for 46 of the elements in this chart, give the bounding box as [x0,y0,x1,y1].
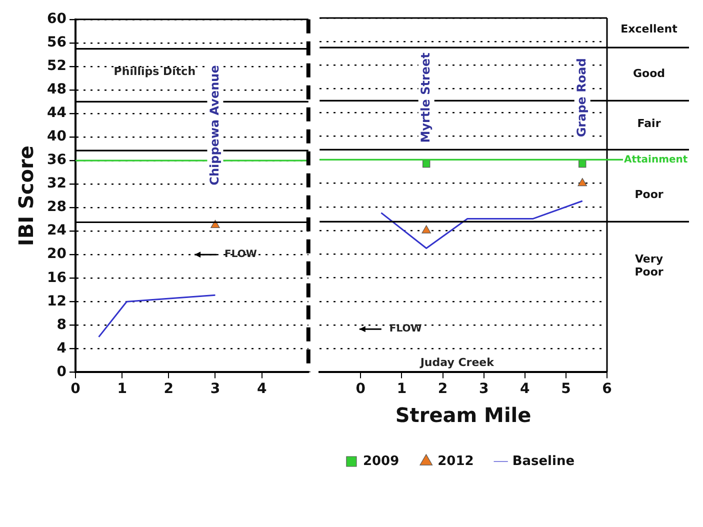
x-tick-label: 1 [117,381,127,398]
y-tick-label: 56 [47,34,66,51]
text: Very Poor [634,252,664,278]
y-tick-label: 40 [47,128,67,145]
y-tick-label: 4 [56,340,67,356]
y-tick-label: 36 [47,152,66,168]
y-tick-label: 24 [47,222,67,239]
x-tick-label: 3 [210,381,220,398]
annotation: Grape Road [574,58,588,138]
text: Fair [637,117,662,130]
legend-label: 2012 [438,454,474,469]
x-tick-label: 6 [602,381,612,398]
annotation: Phillips Ditch [114,65,196,78]
text: Excellent [620,22,678,36]
y-tick-label: 48 [47,82,66,98]
x-axis-title: Stream Mile [395,403,532,428]
x-tick-label: 2 [164,381,174,398]
y-tick-label: 60 [47,11,67,28]
y-tick-label: 8 [56,316,66,333]
x-tick-label: 1 [396,381,407,398]
annotation: FLOW [389,324,422,335]
x-tick-label: 3 [478,381,489,398]
text: Poor [634,188,664,201]
x-tick-label: 5 [561,381,571,398]
x-tick-label: 4 [256,381,267,398]
y-tick-label: 52 [47,58,66,74]
annotation: Juday Creek [419,356,495,370]
y-tick-label: 16 [47,270,66,286]
x-tick-label: 0 [356,381,366,398]
y-tick-label: 12 [47,293,66,310]
legend-label: 2009 [362,454,400,469]
y-tick-label: 32 [47,176,66,192]
text: Good [632,66,666,80]
y-axis-title: IBI Score [14,146,38,246]
y-tick-label: 0 [56,364,67,380]
y-tick-label: 44 [47,105,67,122]
x-tick-label: 2 [438,381,448,398]
y-tick-label: 20 [47,246,67,262]
x-tick-label: 4 [520,381,530,398]
legend-label: Baseline [512,454,575,469]
x-tick-label: 0 [70,381,81,398]
annotation: FLOW [224,249,257,260]
annotation: Myrtle Street [418,52,432,143]
annotation: Chippewa Avenue [207,65,222,186]
ref-line-label: Attainment [624,154,688,166]
y-tick-label: 28 [47,199,66,216]
